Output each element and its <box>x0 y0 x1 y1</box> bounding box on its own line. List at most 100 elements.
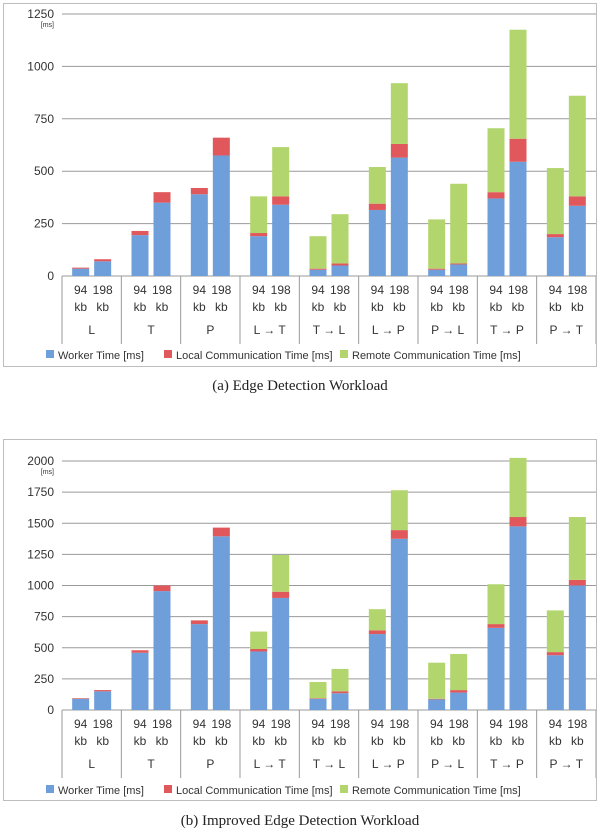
bar-segment <box>487 192 505 199</box>
x-group-label: L → T <box>254 757 287 771</box>
chart-panel-improved-edge-detection: 0 250 500 750 1000 1250 1500 1750 2000 [ms] 94 kb 19… <box>3 439 597 801</box>
x-subcategory-unit: kb <box>334 300 347 314</box>
bar-segment <box>390 538 408 710</box>
legend-label: Worker Time [ms] <box>58 350 144 362</box>
y-tick-label: 1000 <box>27 59 54 73</box>
x-subcategory-unit: kb <box>452 300 465 314</box>
bar-segment <box>309 698 327 710</box>
bar-segment <box>331 263 349 266</box>
bar-segment <box>272 554 290 592</box>
x-subcategory-size: 198 <box>389 283 409 297</box>
x-subcategory-unit: kb <box>490 734 503 748</box>
legend-label: Remote Communication Time [ms] <box>352 785 521 797</box>
y-tick-label: 2000 <box>27 454 54 468</box>
x-subcategory-unit: kb <box>549 300 562 314</box>
bar-segment <box>509 161 527 276</box>
x-subcategory-unit: kb <box>571 300 584 314</box>
x-subcategory-unit: kb <box>452 734 465 748</box>
y-tick-label: 1250 <box>27 7 54 21</box>
x-subcategory-unit: kb <box>134 734 147 748</box>
bar-segment <box>212 155 230 276</box>
bar-segment <box>487 624 505 628</box>
y-tick-label: 0 <box>47 269 54 283</box>
bar-segment <box>250 648 268 652</box>
x-subcategory-unit: kb <box>156 300 169 314</box>
bar-segment <box>272 204 290 276</box>
bar-segment <box>212 527 230 537</box>
bar-segment <box>368 609 386 631</box>
x-subcategory-size: 198 <box>567 283 587 297</box>
x-subcategory-unit: kb <box>571 734 584 748</box>
x-subcategory-size: 94 <box>549 717 563 731</box>
bar-segment <box>153 591 171 710</box>
bar-segment <box>568 205 586 276</box>
x-subcategory-unit: kb <box>215 300 228 314</box>
x-subcategory-size: 198 <box>152 717 172 731</box>
legend-swatch <box>46 785 54 793</box>
x-subcategory-unit: kb <box>430 734 443 748</box>
x-subcategory-size: 198 <box>508 283 528 297</box>
x-group-label: P → L <box>431 323 464 337</box>
bar-segment <box>94 261 112 276</box>
y-tick-label: 1000 <box>27 579 54 593</box>
x-subcategory-unit: kb <box>96 300 109 314</box>
y-tick-label: 1750 <box>27 485 54 499</box>
x-subcategory-size: 198 <box>271 283 291 297</box>
x-group-label: P → T <box>550 757 584 771</box>
x-group-label: L → P <box>372 757 405 771</box>
bar-segment <box>390 143 408 158</box>
x-subcategory-unit: kb <box>430 300 443 314</box>
x-group-label: P <box>206 323 214 337</box>
x-subcategory-unit: kb <box>393 734 406 748</box>
x-subcategory-size: 198 <box>330 283 350 297</box>
x-subcategory-size: 94 <box>133 283 147 297</box>
x-subcategory-size: 94 <box>311 717 325 731</box>
bar-segment <box>368 630 386 635</box>
bar-segment <box>309 269 327 276</box>
bar-segment <box>309 236 327 269</box>
bar-segment <box>72 698 90 710</box>
bar-segment <box>450 690 468 693</box>
y-tick-label: 750 <box>34 112 54 126</box>
x-subcategory-size: 94 <box>74 717 88 731</box>
bar-segment <box>72 698 90 699</box>
bar-segment <box>190 187 208 195</box>
bar-segment <box>428 698 446 700</box>
edge-detection-chart: 025050075010001250[ms]94kb198kbL94kb198k… <box>27 7 596 362</box>
x-subcategory-size: 94 <box>489 283 503 297</box>
y-unit-label: [ms] <box>41 469 54 476</box>
caption-improved-edge-detection: (b) Improved Edge Detection Workload <box>180 813 420 829</box>
x-subcategory-size: 94 <box>252 717 266 731</box>
bar-segment <box>131 235 149 276</box>
bar-segment <box>212 137 230 156</box>
x-subcategory-unit: kb <box>156 734 169 748</box>
x-subcategory-unit: kb <box>512 300 525 314</box>
bar-segment <box>331 265 349 276</box>
bar-segment <box>331 214 349 264</box>
x-subcategory-size: 94 <box>489 717 503 731</box>
bar-segment <box>153 585 171 592</box>
x-subcategory-unit: kb <box>490 300 503 314</box>
bar-segment <box>428 662 446 699</box>
bar-segment <box>568 585 586 710</box>
bar-segment <box>428 219 446 269</box>
bar-segment <box>390 157 408 276</box>
x-subcategory-size: 94 <box>430 717 444 731</box>
x-subcategory-unit: kb <box>312 300 325 314</box>
y-tick-label: 500 <box>34 641 54 655</box>
x-subcategory-unit: kb <box>193 734 206 748</box>
x-subcategory-size: 94 <box>252 283 266 297</box>
x-subcategory-size: 94 <box>133 717 147 731</box>
x-group-label: T → L <box>313 323 346 337</box>
bar-segment <box>309 698 327 699</box>
bar-segment <box>309 268 327 270</box>
y-tick-label: 250 <box>34 217 54 231</box>
bar-segment <box>153 192 171 203</box>
x-subcategory-unit: kb <box>252 734 265 748</box>
legend-swatch <box>340 785 348 793</box>
x-subcategory-size: 198 <box>152 283 172 297</box>
y-tick-label: 0 <box>47 703 54 717</box>
bar-segment <box>546 652 564 656</box>
improved-edge-detection-chart: 0 250 500 750 1000 1250 1500 1750 2000[ms] 94 kb 19… <box>27 454 596 797</box>
bar-segment <box>487 627 505 710</box>
